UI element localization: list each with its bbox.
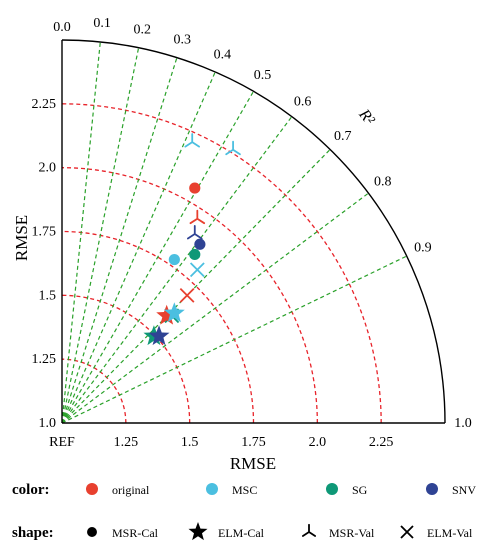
- legend-color-label: SG: [352, 483, 368, 497]
- y-tick-label: 1.5: [39, 288, 57, 303]
- point-original-elm-val: [179, 287, 195, 303]
- legend-swatch-snv: [426, 483, 438, 495]
- legend-swatch-sg: [326, 483, 338, 495]
- y-tick-label: 1.0: [39, 416, 57, 431]
- reference-label: REF: [49, 435, 75, 450]
- y-tick-label: 2.25: [32, 97, 57, 112]
- point-msc-elm-cal: [163, 302, 185, 323]
- correlation-ray: [61, 149, 331, 424]
- legend-shape-label: ELM-Val: [427, 526, 473, 540]
- x-tick-label: 2.25: [369, 435, 394, 450]
- x-tick-label: 2.0: [309, 435, 327, 450]
- correlation-ray: [61, 41, 101, 424]
- correlation-tick-label: 0.5: [254, 68, 272, 83]
- grid-layer: [61, 41, 407, 424]
- point-msc-msr-val: [184, 133, 201, 148]
- x-axis-label: RMSE: [230, 454, 276, 473]
- correlation-ray: [61, 47, 140, 424]
- correlation-ray: [61, 116, 293, 424]
- legend-marker-elm-val: [400, 525, 414, 539]
- correlation-ray: [61, 255, 407, 424]
- legend-shape-label: ELM-Cal: [218, 526, 265, 540]
- x-tick-label: 1.75: [241, 435, 266, 450]
- diagram-frame: [61, 39, 446, 424]
- correlation-tick-label: 0.7: [334, 129, 352, 144]
- correlation-tick-label: 0.9: [414, 240, 432, 255]
- correlation-tick-label: 0.3: [174, 33, 192, 48]
- point-sg-msr-cal: [189, 248, 201, 261]
- correlation-tick-label: 0.0: [53, 20, 71, 35]
- y-tick-label: 1.25: [32, 352, 57, 367]
- tick-labels: 0.0 0.1 0.2 0.3 0.4 0.5 0.6 0.7 0.8 0.9 1.0 1.25 1.2…: [32, 16, 472, 450]
- x-tick-label: 1.25: [114, 435, 139, 450]
- correlation-ray: [61, 57, 178, 424]
- legend-marker-msr-val: [301, 523, 317, 537]
- legend-swatch-msc: [206, 483, 218, 495]
- legend-shape-title: shape:: [12, 525, 54, 541]
- point-snv-msr-val: [186, 225, 203, 240]
- legend-swatch-original: [86, 483, 98, 495]
- y-tick-label: 1.75: [32, 225, 57, 240]
- correlation-tick-label: 0.2: [133, 22, 151, 37]
- correlation-ray: [61, 192, 369, 424]
- correlation-tick-label: 0.8: [374, 175, 392, 190]
- legend-marker-msr-cal: [87, 527, 97, 537]
- x-axis-end-label: 1.0: [454, 416, 472, 431]
- outer-arc: [61, 39, 446, 424]
- point-msc-elm-val: [189, 262, 205, 278]
- legend-color-title: color:: [12, 482, 49, 498]
- point-original-msr-val: [189, 209, 206, 225]
- point-msc-msr-val: [225, 140, 241, 156]
- correlation-ray: [61, 91, 255, 424]
- legend-color-label: SNV: [452, 483, 476, 497]
- y-tick-label: 2.0: [39, 161, 57, 176]
- x-tick-label: 1.5: [181, 435, 199, 450]
- legend-color-label: original: [112, 483, 150, 497]
- correlation-tick-label: 0.1: [93, 16, 111, 31]
- point-original-elm-cal: [156, 304, 178, 325]
- radial-arc: [61, 167, 318, 424]
- point-msc-msr-cal: [168, 254, 180, 266]
- legend: color: original MSC SG SNV shape: MSR-Cal ELM-C…: [12, 482, 476, 541]
- correlation-tick-label: 0.4: [214, 48, 232, 63]
- correlation-ray: [61, 71, 216, 424]
- correlation-tick-label: 0.6: [294, 94, 312, 109]
- data-points: [143, 133, 241, 346]
- radial-arc: [61, 230, 255, 424]
- y-axis-label: RMSE: [12, 215, 31, 261]
- correlation-axis-label: R²: [355, 105, 379, 129]
- point-snv-elm-cal: [148, 325, 170, 346]
- legend-shape-label: MSR-Val: [329, 526, 375, 540]
- legend-marker-elm-cal: [188, 522, 208, 541]
- point-original-msr-cal: [189, 182, 201, 194]
- radial-arc: [61, 103, 382, 424]
- legend-color-label: MSC: [232, 483, 257, 497]
- legend-shape-label: MSR-Cal: [112, 526, 159, 540]
- point-snv-msr-cal: [194, 238, 206, 250]
